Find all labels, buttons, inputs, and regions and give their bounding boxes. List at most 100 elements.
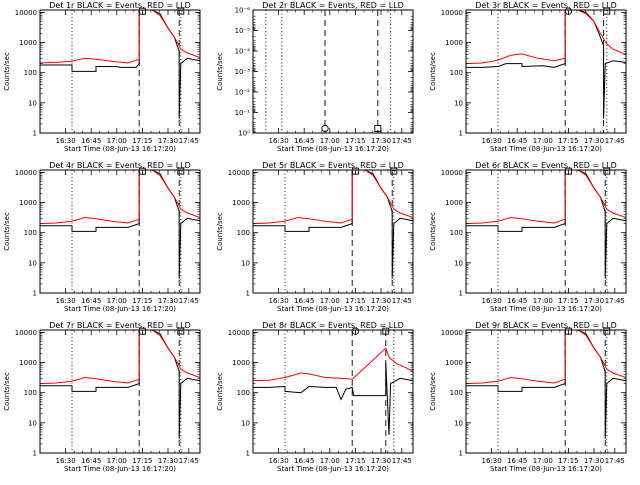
x-tick-label: 17:00 [533, 137, 553, 145]
x-axis-label: Start Time (08-Jun-13 16:17:20) [277, 465, 389, 473]
series-line-lld [40, 330, 200, 385]
x-tick-label: 16:45 [507, 137, 527, 145]
x-tick-label: 16:45 [294, 457, 314, 465]
panel-1: Det 1r BLACK = Events, RED = LLD Counts/s… [3, 1, 201, 153]
y-tick-label: 1 [246, 450, 250, 458]
series-line-events [40, 170, 200, 279]
y-tick-label: 10⁻⁴ [235, 48, 251, 56]
x-tick-label: 17:00 [320, 457, 340, 465]
x-tick-label: 17:30 [158, 457, 178, 465]
plot-frame [465, 329, 627, 454]
y-tick-label: 1000 [232, 359, 250, 367]
y-tick-label: 10 [28, 99, 37, 107]
y-tick-label: 10⁻⁶ [235, 7, 251, 15]
x-tick-label: 17:00 [320, 137, 340, 145]
panel-5: Det 5r BLACK = Events, RED = LLD Counts/s… [216, 161, 414, 313]
marker-box [177, 7, 185, 15]
x-tick-label: 16:30 [269, 457, 289, 465]
x-tick-label: 17:45 [392, 137, 412, 145]
series-line-lld [253, 170, 413, 225]
y-tick-label: 10 [454, 259, 463, 267]
x-tick-label: 16:30 [482, 297, 502, 305]
plot-frame [252, 9, 414, 134]
marker-box [177, 167, 185, 175]
x-tick-label: 17:00 [107, 457, 127, 465]
y-tick-label: 10000 [15, 9, 37, 17]
series-line-events [466, 330, 626, 439]
x-axis-label: Start Time (08-Jun-13 16:17:20) [64, 145, 176, 153]
x-axis-label: Start Time (08-Jun-13 16:17:20) [64, 465, 176, 473]
y-tick-label: 10⁻³ [235, 68, 251, 76]
y-tick-label: 1000 [445, 359, 463, 367]
series-line-lld [40, 170, 200, 225]
series-line-events [253, 170, 413, 279]
y-tick-label: 100 [450, 69, 463, 77]
series-line-lld [253, 347, 413, 382]
x-tick-label: 17:45 [392, 297, 412, 305]
x-tick-label: 17:45 [179, 137, 199, 145]
y-tick-label: 10000 [15, 169, 37, 177]
panel-4: Det 4r BLACK = Events, RED = LLD Counts/s… [3, 161, 201, 313]
chart-title: Det 1r BLACK = Events, RED = LLD [49, 1, 191, 10]
y-axis-label: Counts/sec [216, 52, 224, 91]
marker-box [390, 167, 398, 175]
plot-frame [39, 329, 201, 454]
y-tick-label: 10⁻⁵ [235, 27, 251, 35]
x-tick-label: 16:45 [294, 137, 314, 145]
chart-title: Det 6r BLACK = Events, RED = LLD [475, 161, 617, 170]
y-tick-label: 1000 [19, 39, 37, 47]
panel-3: Det 3r BLACK = Events, RED = LLD Counts/s… [429, 1, 627, 153]
series-line-lld [466, 170, 626, 225]
plot-frame [252, 329, 414, 454]
y-tick-label: 1 [33, 450, 37, 458]
x-tick-label: 17:45 [179, 457, 199, 465]
x-tick-label: 17:45 [605, 457, 625, 465]
y-tick-label: 1000 [445, 39, 463, 47]
x-tick-label: 17:30 [584, 297, 604, 305]
x-tick-label: 17:00 [533, 457, 553, 465]
y-tick-label: 100 [450, 389, 463, 397]
chart-title: Det 2r BLACK = Events, RED = LLD [262, 1, 404, 10]
x-tick-label: 17:15 [558, 457, 578, 465]
y-tick-label: 10000 [441, 9, 463, 17]
marker-box [603, 7, 611, 15]
y-tick-label: 100 [237, 229, 250, 237]
x-tick-label: 16:30 [482, 137, 502, 145]
series-line-lld [40, 10, 200, 64]
x-tick-label: 16:45 [81, 457, 101, 465]
y-tick-label: 10000 [15, 329, 37, 337]
x-tick-label: 17:15 [558, 137, 578, 145]
x-tick-label: 17:15 [558, 297, 578, 305]
panel-9: Det 9r BLACK = Events, RED = LLD Counts/s… [429, 321, 627, 473]
x-tick-label: 17:15 [132, 137, 152, 145]
y-tick-label: 10⁰ [238, 130, 250, 138]
y-tick-label: 10 [454, 99, 463, 107]
y-axis-label: Counts/sec [3, 52, 11, 91]
x-tick-label: 16:45 [507, 457, 527, 465]
chart-title: Det 9r BLACK = Events, RED = LLD [475, 321, 617, 330]
x-tick-label: 17:30 [371, 137, 391, 145]
y-axis-label: Counts/sec [3, 212, 11, 251]
y-tick-label: 1000 [19, 199, 37, 207]
y-tick-label: 10000 [441, 169, 463, 177]
x-tick-label: 17:30 [584, 137, 604, 145]
y-axis-label: Counts/sec [429, 212, 437, 251]
marker-box [603, 327, 611, 335]
plot-frame [465, 9, 627, 134]
x-tick-label: 17:30 [371, 297, 391, 305]
y-tick-label: 10 [241, 419, 250, 427]
y-tick-label: 1 [33, 130, 37, 138]
x-tick-label: 17:30 [584, 457, 604, 465]
y-axis-label: Counts/sec [216, 372, 224, 411]
x-tick-label: 16:30 [269, 137, 289, 145]
y-tick-label: 100 [450, 229, 463, 237]
y-tick-label: 1 [33, 290, 37, 298]
x-tick-label: 16:45 [81, 137, 101, 145]
y-tick-label: 100 [24, 229, 37, 237]
x-axis-label: Start Time (08-Jun-13 16:17:20) [277, 305, 389, 313]
y-tick-label: 10000 [228, 329, 250, 337]
y-tick-label: 1000 [19, 359, 37, 367]
plot-frame [465, 169, 627, 294]
y-tick-label: 10 [241, 259, 250, 267]
